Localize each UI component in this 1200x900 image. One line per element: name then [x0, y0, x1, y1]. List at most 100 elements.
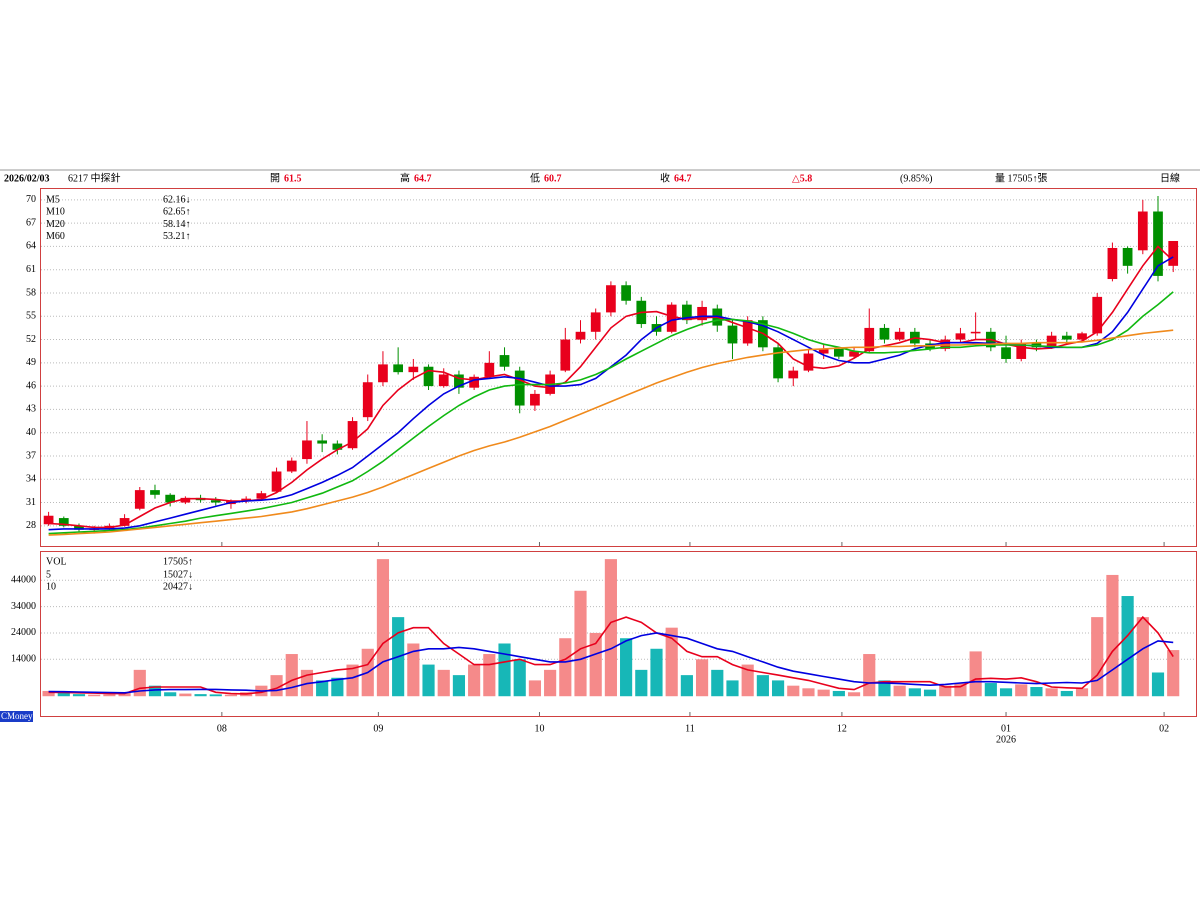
- ma-line: [48, 329, 1174, 536]
- candle-body: [773, 347, 783, 379]
- candle-body: [621, 285, 631, 301]
- y-tick-label: 49: [26, 357, 36, 368]
- volume-bar: [376, 559, 390, 697]
- volume-bar: [316, 680, 329, 697]
- volume-bar: [1106, 574, 1119, 697]
- volume-bar: [179, 693, 192, 697]
- legend-value: 62.16↓: [163, 194, 191, 205]
- close-value: 64.7: [674, 173, 692, 184]
- volume-legend-value: 17505↑: [163, 556, 193, 567]
- volume-bar: [893, 685, 906, 697]
- volume-bar: [817, 689, 830, 697]
- volume-bar: [711, 669, 724, 697]
- candle-body: [1016, 343, 1027, 359]
- candle-body: [560, 339, 571, 371]
- volume-bar: [589, 632, 602, 697]
- volume-bar: [1075, 688, 1089, 697]
- volume-legend-name: VOL: [46, 556, 67, 567]
- candle-body: [74, 525, 84, 530]
- candle-body: [1077, 333, 1087, 340]
- candle-body: [393, 364, 404, 373]
- volume-bar: [452, 675, 466, 697]
- candle-body: [727, 325, 738, 344]
- x-tick-label: 12: [837, 723, 847, 734]
- volume-bar: [194, 694, 207, 697]
- legend-name: M10: [46, 207, 65, 218]
- legend-name: M5: [46, 194, 60, 205]
- low-label: 低: [530, 171, 540, 184]
- close-label: 收: [660, 171, 670, 184]
- volume-bar: [331, 677, 344, 697]
- volume-bar: [771, 680, 785, 697]
- symbol: 6217 中探針: [68, 171, 121, 184]
- volume-bar: [285, 654, 298, 697]
- volume-tick-label: 14000: [11, 654, 36, 665]
- y-tick-label: 37: [26, 450, 36, 461]
- candle-body: [894, 331, 905, 340]
- candle-body: [833, 348, 844, 357]
- volume-bar: [1045, 688, 1058, 697]
- y-tick-label: 64: [26, 241, 36, 252]
- candle-body: [955, 333, 966, 340]
- candle-body: [879, 327, 890, 340]
- volume-bar: [620, 638, 633, 697]
- y-tick-label: 43: [26, 404, 36, 415]
- volume-bar: [422, 664, 435, 697]
- volume-bar: [696, 659, 709, 697]
- candle-body: [423, 366, 434, 387]
- x-tick-label: 10: [534, 723, 544, 734]
- volume-bar: [923, 689, 937, 697]
- legend-name: M20: [46, 219, 65, 230]
- volume-bar: [726, 680, 739, 697]
- volume-bar: [1136, 617, 1149, 697]
- candle-body: [256, 493, 267, 499]
- brand: CMoney: [1, 711, 33, 721]
- candle-body: [438, 374, 449, 387]
- volume-bar: [680, 675, 693, 697]
- candle-body: [697, 306, 707, 321]
- candle-body: [469, 376, 479, 388]
- y-tick-label: 61: [26, 264, 36, 275]
- legend-value: 58.14↑: [163, 219, 191, 230]
- volume-bar: [908, 688, 921, 697]
- x-tick-label: 02: [1159, 723, 1169, 734]
- candle-body: [575, 331, 586, 340]
- volume-bar: [1030, 686, 1043, 697]
- volume-bar: [604, 559, 617, 697]
- candle-body: [119, 518, 130, 526]
- volume-bar: [42, 690, 55, 697]
- high-value: 64.7: [414, 173, 432, 184]
- change-pct: (9.85%): [900, 173, 933, 184]
- volume-bar: [802, 688, 815, 697]
- volume-bar: [209, 694, 222, 697]
- x-tick-label: 08: [217, 723, 227, 734]
- plot-layer: 28 31 34 37 40 43 46 49 52 55 58 61 64 67 70 14000 24000…: [11, 194, 1196, 745]
- candle-body: [1061, 335, 1072, 340]
- candle-body: [286, 460, 297, 472]
- candle-body: [1046, 335, 1057, 348]
- volume-bar: [483, 654, 496, 697]
- candle-body: [317, 440, 328, 444]
- volume-bar: [559, 638, 572, 697]
- volume-bar: [741, 664, 754, 697]
- candle-body: [742, 320, 753, 344]
- candle-body: [590, 312, 601, 332]
- volume-bar: [72, 694, 86, 697]
- candle-body: [484, 362, 495, 377]
- candle-body: [454, 374, 464, 388]
- x-tick-label: 09: [373, 723, 383, 734]
- volume-tick-label: 44000: [11, 575, 36, 586]
- y-tick-label: 58: [26, 287, 36, 298]
- volume-bar: [88, 694, 101, 697]
- candle-body: [682, 304, 692, 321]
- candle-body: [1092, 296, 1103, 334]
- candle-body: [803, 353, 814, 371]
- volume-bar: [528, 680, 541, 697]
- y-tick-label: 67: [26, 217, 36, 228]
- volume-bar: [878, 680, 891, 697]
- volume-bar: [1015, 684, 1028, 697]
- high-label: 高: [400, 171, 410, 184]
- change: △5.8: [792, 173, 812, 184]
- y-tick-label: 46: [26, 380, 36, 391]
- volume-bar: [1121, 596, 1134, 697]
